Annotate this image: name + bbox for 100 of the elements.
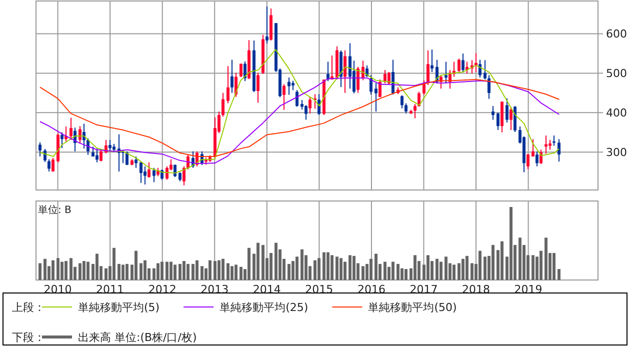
candlestick — [178, 172, 182, 182]
bar — [466, 256, 468, 280]
candlestick — [496, 112, 500, 131]
candlestick — [256, 72, 260, 104]
bar — [70, 258, 72, 280]
bar — [462, 258, 464, 280]
bar — [166, 262, 168, 280]
candlestick — [304, 104, 308, 120]
bar — [126, 264, 128, 280]
candlestick — [404, 102, 408, 114]
bar — [300, 249, 304, 280]
candlestick — [282, 84, 286, 110]
candlestick — [96, 148, 98, 163]
x-tick-label: 2013 — [200, 283, 229, 296]
x-tick-label: 2011 — [96, 283, 124, 296]
candlestick — [558, 138, 560, 162]
bar — [344, 262, 346, 280]
bar — [400, 268, 404, 280]
bar — [426, 255, 430, 280]
bar — [240, 266, 242, 280]
candlestick — [474, 52, 478, 73]
x-tick-label: 2017 — [410, 283, 438, 296]
bar — [270, 252, 272, 280]
candlestick — [444, 61, 448, 84]
candlestick — [240, 63, 242, 78]
candlestick — [414, 103, 416, 119]
candlestick — [48, 158, 50, 172]
x-tick-label: 2016 — [357, 283, 386, 296]
bar — [336, 256, 338, 280]
candlestick — [244, 60, 246, 82]
bar — [348, 255, 352, 280]
bar — [440, 262, 442, 280]
bar — [444, 256, 448, 280]
bar — [370, 258, 372, 280]
bar — [214, 261, 216, 280]
bar — [392, 262, 394, 280]
y-tick-label: 500 — [606, 67, 627, 80]
bar — [396, 264, 400, 280]
candlestick — [78, 126, 82, 144]
bar — [192, 264, 194, 280]
candlestick — [134, 156, 138, 168]
bar — [140, 263, 142, 280]
bar — [552, 252, 556, 280]
candlestick — [344, 50, 346, 94]
bar — [404, 269, 408, 280]
bar — [112, 248, 116, 280]
legend-label: 単純移動平均(5) — [78, 301, 160, 314]
bar — [230, 266, 234, 280]
legend-title: 上段： — [12, 301, 45, 314]
bar — [60, 262, 64, 280]
bar — [470, 263, 474, 280]
bar — [314, 260, 316, 280]
candlestick — [458, 58, 460, 73]
bar — [318, 258, 320, 280]
bar — [78, 263, 82, 280]
candlestick — [374, 82, 378, 112]
bar — [156, 263, 160, 280]
candlestick — [484, 60, 486, 80]
bar — [452, 264, 456, 280]
candlestick — [222, 92, 224, 118]
candlestick — [430, 49, 434, 73]
bar — [558, 269, 560, 280]
legend-label: 単純移動平均(50) — [368, 301, 457, 314]
bar — [436, 258, 438, 280]
x-tick-label: 2010 — [44, 283, 72, 296]
bar — [458, 263, 460, 280]
annotation: 単位: B — [38, 204, 72, 216]
bar — [274, 242, 278, 280]
x-tick-label: 2014 — [252, 283, 281, 296]
y-tick-label: 300 — [606, 146, 627, 160]
candlestick — [526, 153, 530, 170]
bar — [82, 261, 86, 280]
bar — [234, 264, 238, 280]
candlestick — [308, 96, 312, 114]
bar — [540, 250, 542, 280]
candlestick — [44, 148, 46, 162]
candlestick — [492, 105, 494, 120]
bar — [484, 256, 486, 280]
candlestick — [510, 106, 512, 131]
bar — [196, 260, 198, 280]
candlestick — [92, 146, 94, 157]
bar — [96, 254, 98, 280]
x-tick-label: 2015 — [305, 283, 334, 296]
bar — [500, 241, 504, 280]
candlestick — [462, 52, 464, 73]
bar — [322, 252, 326, 280]
candlestick — [140, 161, 142, 184]
bar — [134, 250, 138, 280]
candlestick — [378, 79, 382, 98]
bar — [330, 255, 334, 280]
x-tick-label: 2012 — [148, 283, 176, 296]
bar — [532, 255, 534, 280]
candlestick — [266, 6, 268, 44]
bar — [340, 258, 342, 280]
bar — [38, 263, 42, 280]
candlestick — [506, 98, 508, 124]
x-tick-label: 2018 — [462, 283, 490, 296]
bar — [44, 258, 46, 280]
bar — [52, 260, 54, 280]
legend-label: 出来高 単位:(B株/口/枚) — [78, 331, 197, 344]
